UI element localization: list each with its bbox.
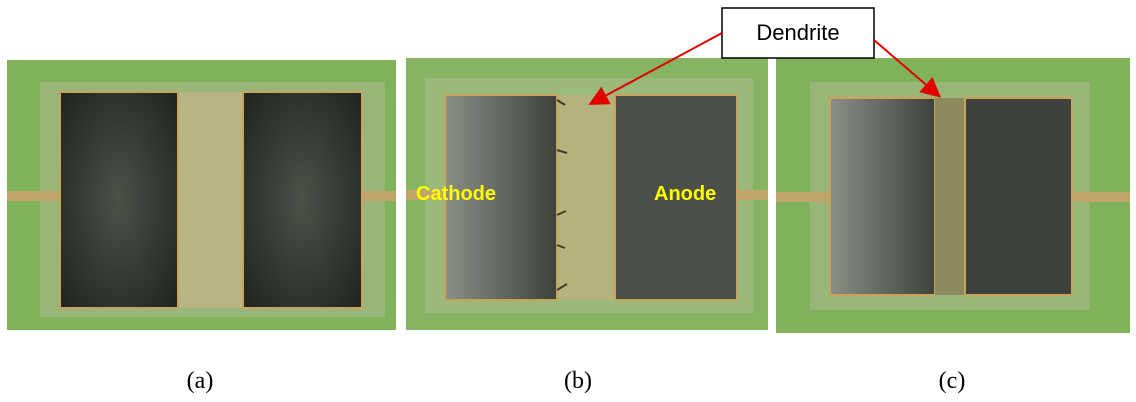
photo-a xyxy=(7,60,396,330)
caption: (c) xyxy=(939,368,966,394)
callout-label: Dendrite xyxy=(756,20,839,45)
photo-c xyxy=(776,58,1130,333)
anode-label: Anode xyxy=(654,183,716,205)
cathode-label: Cathode xyxy=(416,183,496,205)
caption: (b) xyxy=(564,368,592,394)
figure: Cathode Anode Dendrite (a) (b) (c) xyxy=(0,0,1136,402)
photo-b: Cathode Anode xyxy=(406,58,768,330)
caption: (a) xyxy=(187,368,214,394)
